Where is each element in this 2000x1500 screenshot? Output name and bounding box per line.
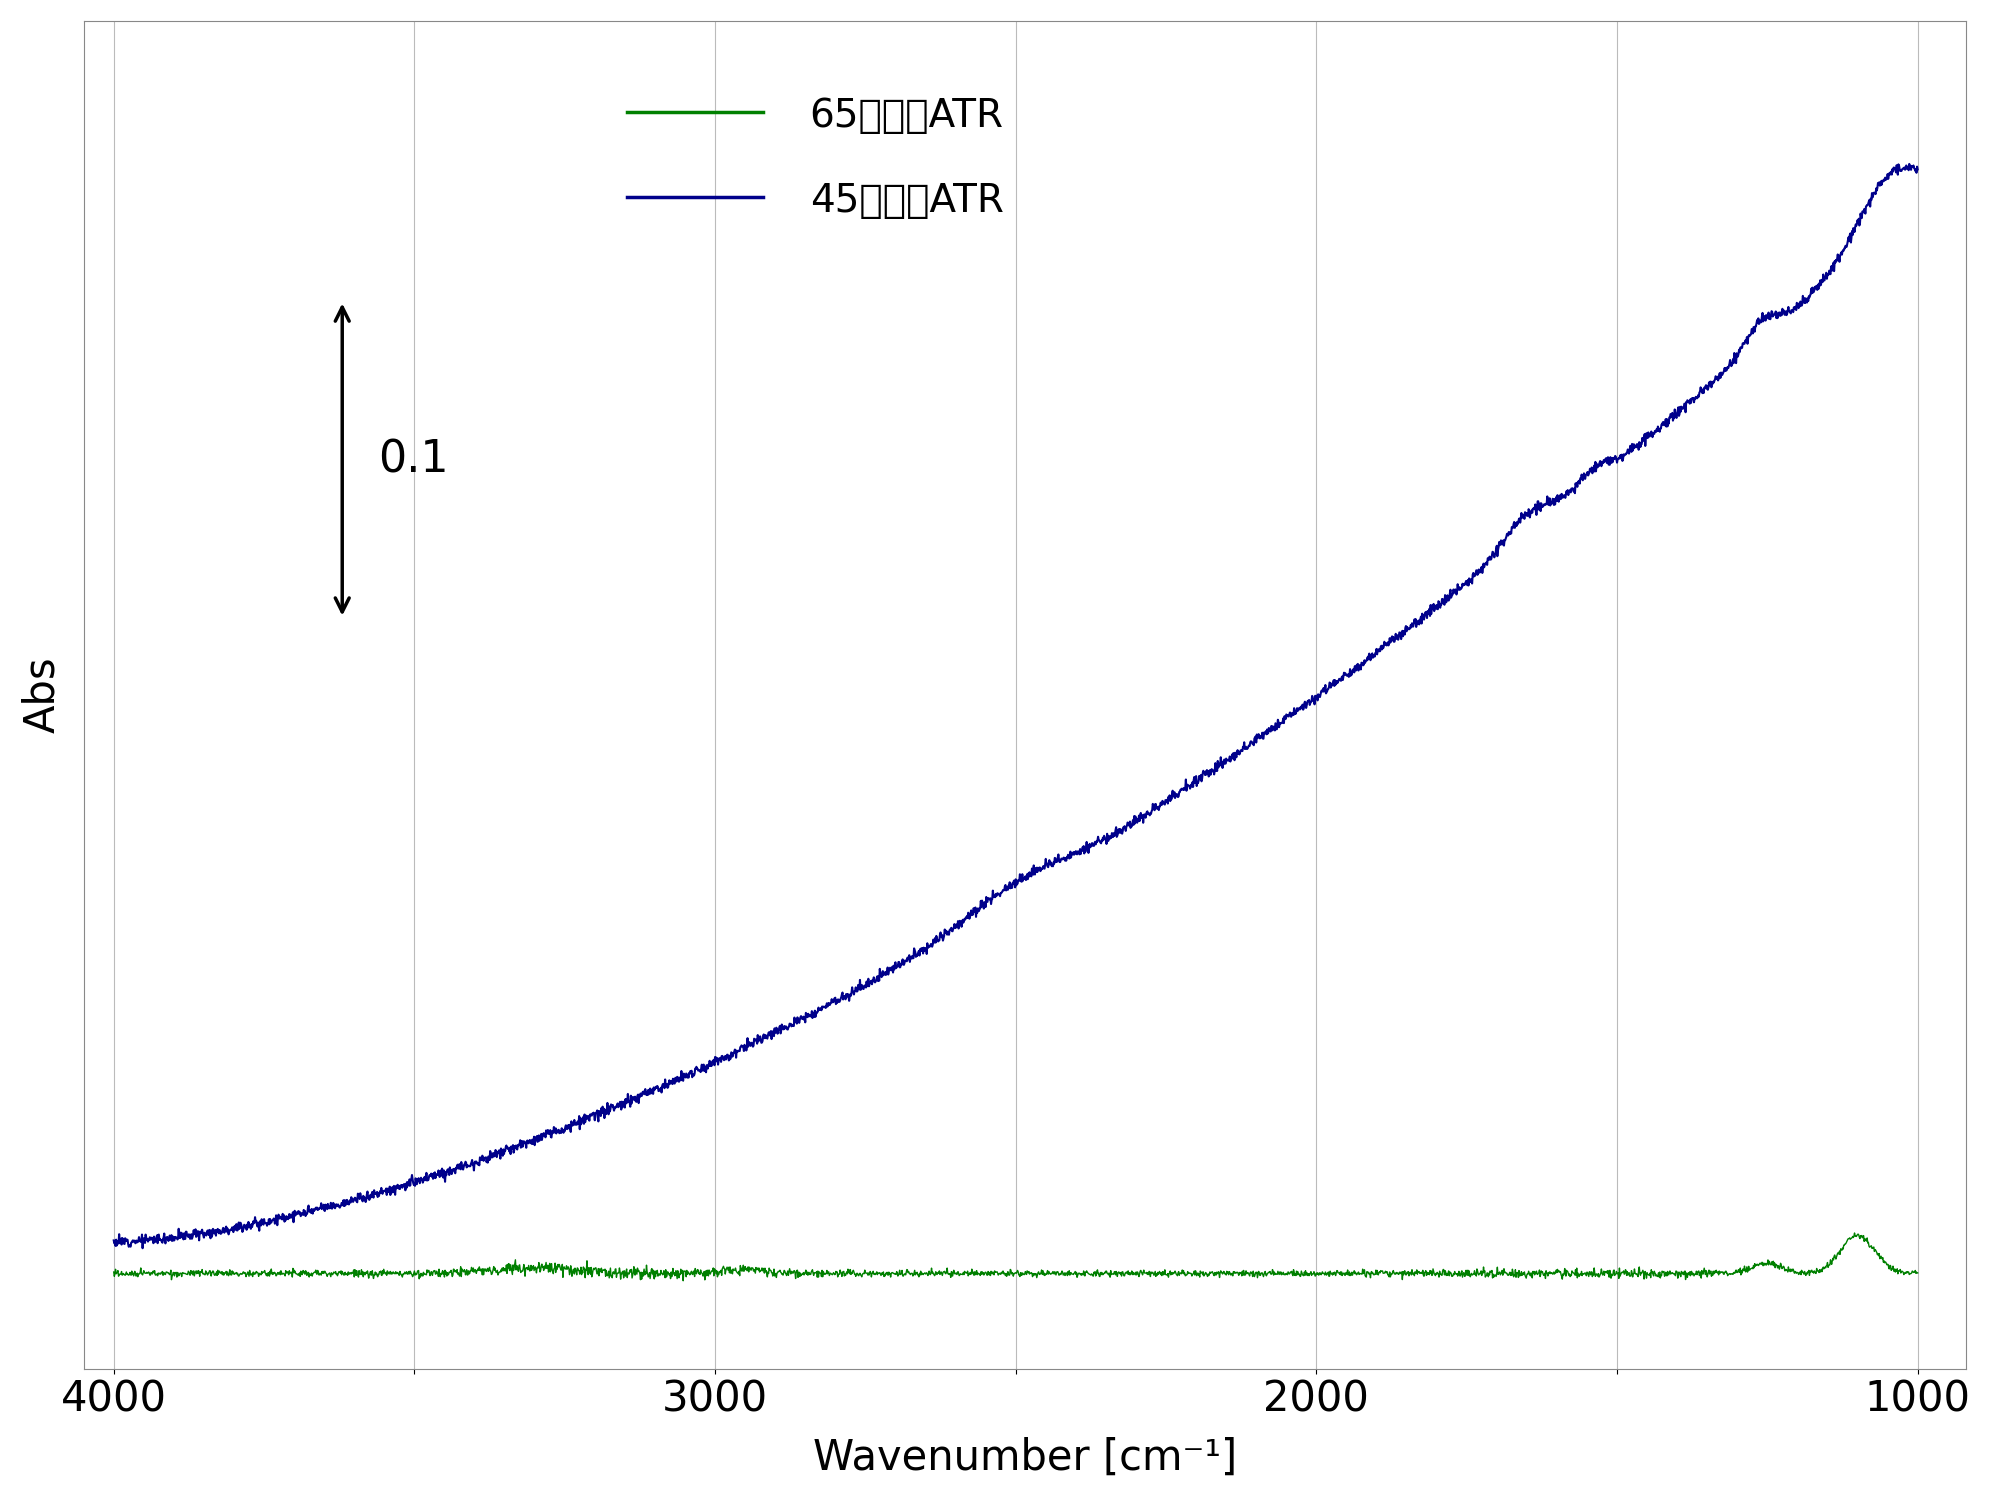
Legend: 65度入射ATR, 45度入射ATR: 65度入射ATR, 45度入射ATR [612,81,1020,236]
Y-axis label: Abs: Abs [20,657,62,734]
Text: 0.1: 0.1 [378,438,448,482]
X-axis label: Wavenumber [cm⁻¹]: Wavenumber [cm⁻¹] [812,1437,1236,1479]
